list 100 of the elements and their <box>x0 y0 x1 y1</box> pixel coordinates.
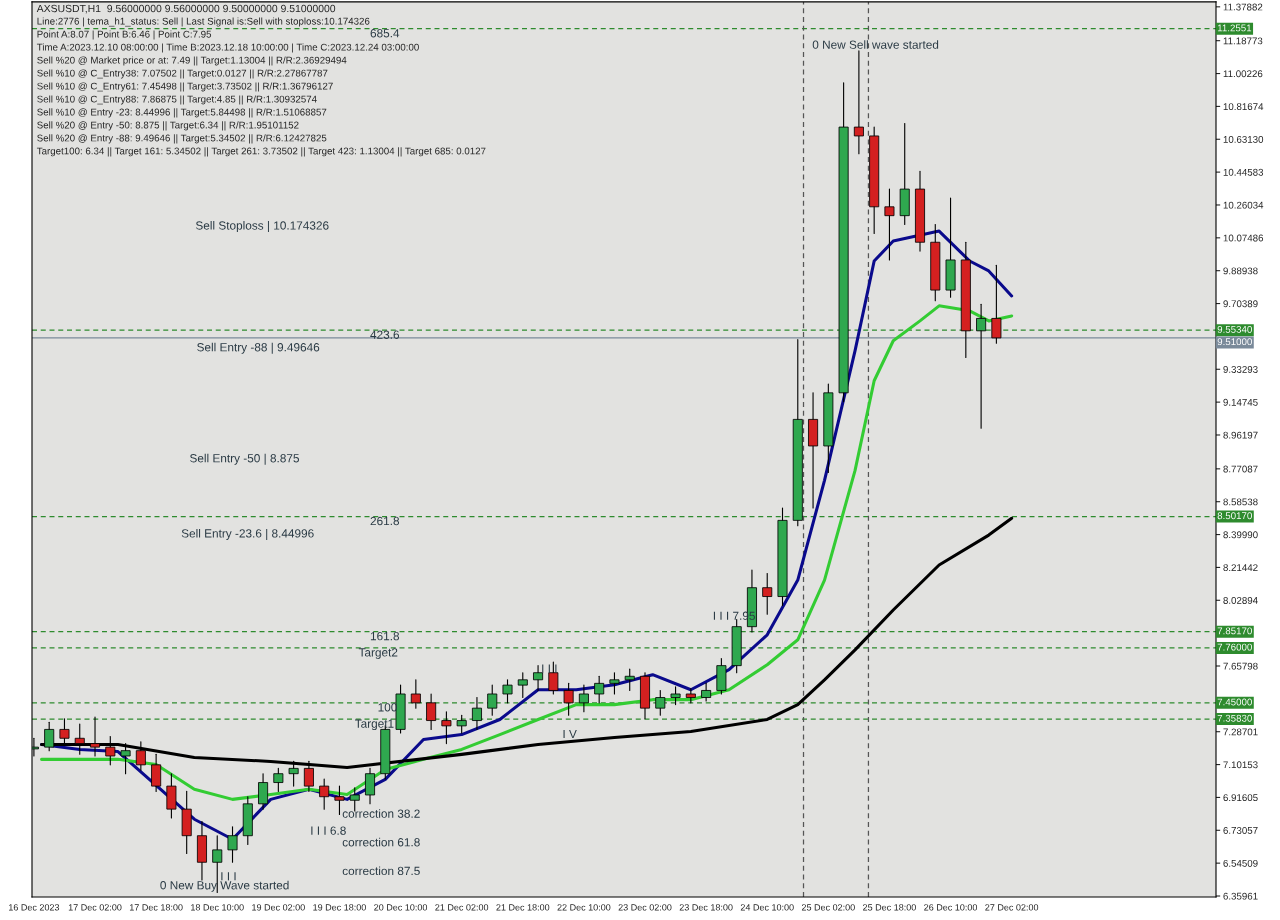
x-tick-label: 19 Dec 18:00 <box>313 904 366 911</box>
y-tick-label: 11.00226 <box>1223 70 1263 78</box>
annotation: 0 New Buy Wave started <box>160 880 289 892</box>
candlestick <box>410 679 421 709</box>
annotation: Sell Stoploss | 10.174326 <box>195 221 329 233</box>
annotation: Sell %10 @ C_Entry38: 7.07502 || Target:0.0127 || R/R:2.27867787 <box>37 69 328 79</box>
x-tick-label: 24 Dec 10:00 <box>740 904 794 911</box>
y-tick-label: 9.88938 <box>1223 267 1258 275</box>
annotation: Sell Entry -23.6 | 8.44996 <box>181 528 314 540</box>
annotation: Target1 <box>355 719 394 731</box>
candlestick <box>578 684 589 713</box>
annotation: 685.4 <box>370 29 400 38</box>
annotation: Target100: 6.34 || Target 161: 5.34502 || Target 261: 3.73502 || Target 423: 1.13004 || Target 685: 0.0127 <box>36 147 486 157</box>
y-tick-label: 7.28701 <box>1223 728 1258 736</box>
y-tick-label: 9.14745 <box>1223 398 1258 406</box>
ref-line-label: 11.2551 <box>1217 24 1252 32</box>
chart-title: AXSUSDT,H1 9.56000000 9.56000000 9.50000000 9.51000000 <box>36 4 336 14</box>
y-tick-label: 9.70389 <box>1223 300 1258 308</box>
annotation: 423.6 <box>370 330 400 339</box>
x-tick-label: 17 Dec 18:00 <box>129 904 183 911</box>
candlestick <box>258 773 269 810</box>
x-tick-label: 21 Dec 18:00 <box>496 904 550 911</box>
candlestick <box>502 679 513 704</box>
x-tick-label: 25 Dec 02:00 <box>801 904 855 911</box>
annotation: 161.8 <box>370 631 400 641</box>
candlestick <box>487 684 498 716</box>
annotation: I V <box>563 729 577 739</box>
x-tick-label: 26 Dec 10:00 <box>924 904 978 911</box>
candlestick <box>884 188 895 261</box>
annotation: Line:2776 | tema_h1_status: Sell | Last Signal is:Sell with stoploss:10.174326 <box>37 17 370 27</box>
candlestick <box>74 723 85 755</box>
x-tick-label: 19 Dec 02:00 <box>252 904 305 911</box>
y-tick-label: 8.39990 <box>1223 531 1258 539</box>
annotation: I I I 6.8 <box>311 826 346 835</box>
annotation: Sell Entry -88 | 9.49646 <box>197 342 320 354</box>
candlestick <box>441 711 452 745</box>
candlestick <box>105 735 116 766</box>
candlestick <box>548 661 559 695</box>
annotation: I I I <box>542 664 557 673</box>
annotation: correction 87.5 <box>342 866 420 876</box>
x-tick-label: 18 Dec 10:00 <box>191 904 244 911</box>
y-tick-label: 10.81674 <box>1223 103 1264 111</box>
y-tick-label: 7.10153 <box>1223 761 1258 769</box>
candlestick <box>976 303 987 429</box>
annotation: Sell %10 @ C_Entry88: 7.86875 || Target:4.85 || R/R:1.30932574 <box>37 95 317 105</box>
x-tick-label: 21 Dec 02:00 <box>435 904 489 911</box>
candlestick <box>166 773 177 819</box>
ref-line-label: 7.85170 <box>1217 627 1252 635</box>
annotation: Time A:2023.12.10 08:00:00 | Time B:2023.12.18 10:00:00 | Time C:2023.12.24 03:00:00 <box>36 43 419 53</box>
x-tick-label: 23 Dec 02:00 <box>618 904 672 911</box>
x-tick-label: 22 Dec 10:00 <box>557 904 611 911</box>
candlestick <box>533 665 544 691</box>
x-tick-label: 20 Dec 10:00 <box>374 904 428 911</box>
y-tick-label: 10.44583 <box>1223 168 1264 176</box>
annotation: Sell %10 @ Entry -23: 8.44996 || Target:5.84498 || R/R:1.51068857 <box>37 108 327 118</box>
annotation: I I I <box>221 872 236 881</box>
annotation: Sell %20 @ Market price or at: 7.49 || Target:1.13004 || R/R:2.36929494 <box>37 56 347 66</box>
annotation: correction 38.2 <box>342 809 420 818</box>
candlestick <box>365 767 376 805</box>
annotation: 261.8 <box>370 516 400 526</box>
x-tick-label: 16 Dec 2023 <box>9 904 60 911</box>
y-tick-label: 8.58538 <box>1223 498 1258 506</box>
ref-line-label: 9.51000 <box>1217 338 1252 346</box>
candlestick <box>853 50 864 155</box>
candlestick <box>609 672 620 695</box>
candlestick <box>59 718 70 745</box>
ref-line-label: 7.35830 <box>1217 714 1252 722</box>
annotation: Sell %20 @ Entry -88: 9.49646 || Target:5.34502 || R/R:6.12427825 <box>37 134 327 144</box>
y-tick-label: 8.02894 <box>1223 597 1258 604</box>
y-tick-label: 10.63130 <box>1223 135 1264 143</box>
candlestick <box>624 668 635 691</box>
annotation: 0 New Sell wave started <box>812 40 939 49</box>
annotation: Sell %20 @ Entry -50: 8.875 || Target:6.34 || R/R:1.95101152 <box>37 121 299 131</box>
candlestick <box>426 693 437 730</box>
annotation: correction 61.8 <box>342 837 420 847</box>
annotation: Target2 <box>358 648 398 659</box>
y-tick-label: 8.77087 <box>1223 465 1258 473</box>
candlestick <box>701 682 712 702</box>
ref-line-label: 8.50170 <box>1217 512 1252 520</box>
annotation: Sell %10 @ C_Entry61: 7.45498 || Target:3.73502 || R/R:1.36796127 <box>37 82 333 92</box>
candlestick <box>44 721 55 752</box>
x-tick-label: 17 Dec 02:00 <box>68 904 122 911</box>
y-tick-label: 11.18773 <box>1223 37 1263 45</box>
x-tick-label: 27 Dec 02:00 <box>985 904 1039 911</box>
y-tick-label: 11.37882 <box>1223 3 1263 11</box>
candlestick <box>655 689 666 716</box>
annotation: Sell Entry -50 | 8.875 <box>190 453 300 465</box>
x-tick-label: 23 Dec 18:00 <box>679 904 733 911</box>
y-tick-label: 6.91605 <box>1223 794 1258 802</box>
y-tick-label: 10.26034 <box>1223 201 1264 209</box>
candlestick <box>517 672 528 699</box>
candlestick <box>991 264 1002 344</box>
y-tick-label: 6.73057 <box>1223 827 1258 834</box>
y-tick-label: 6.54509 <box>1223 859 1258 867</box>
x-tick-label: 25 Dec 18:00 <box>863 904 916 911</box>
candlestick <box>90 716 101 757</box>
candlestick <box>762 572 773 615</box>
ref-line-label: 7.45000 <box>1217 698 1252 706</box>
candlestick <box>594 675 605 704</box>
candlestick <box>563 682 574 716</box>
